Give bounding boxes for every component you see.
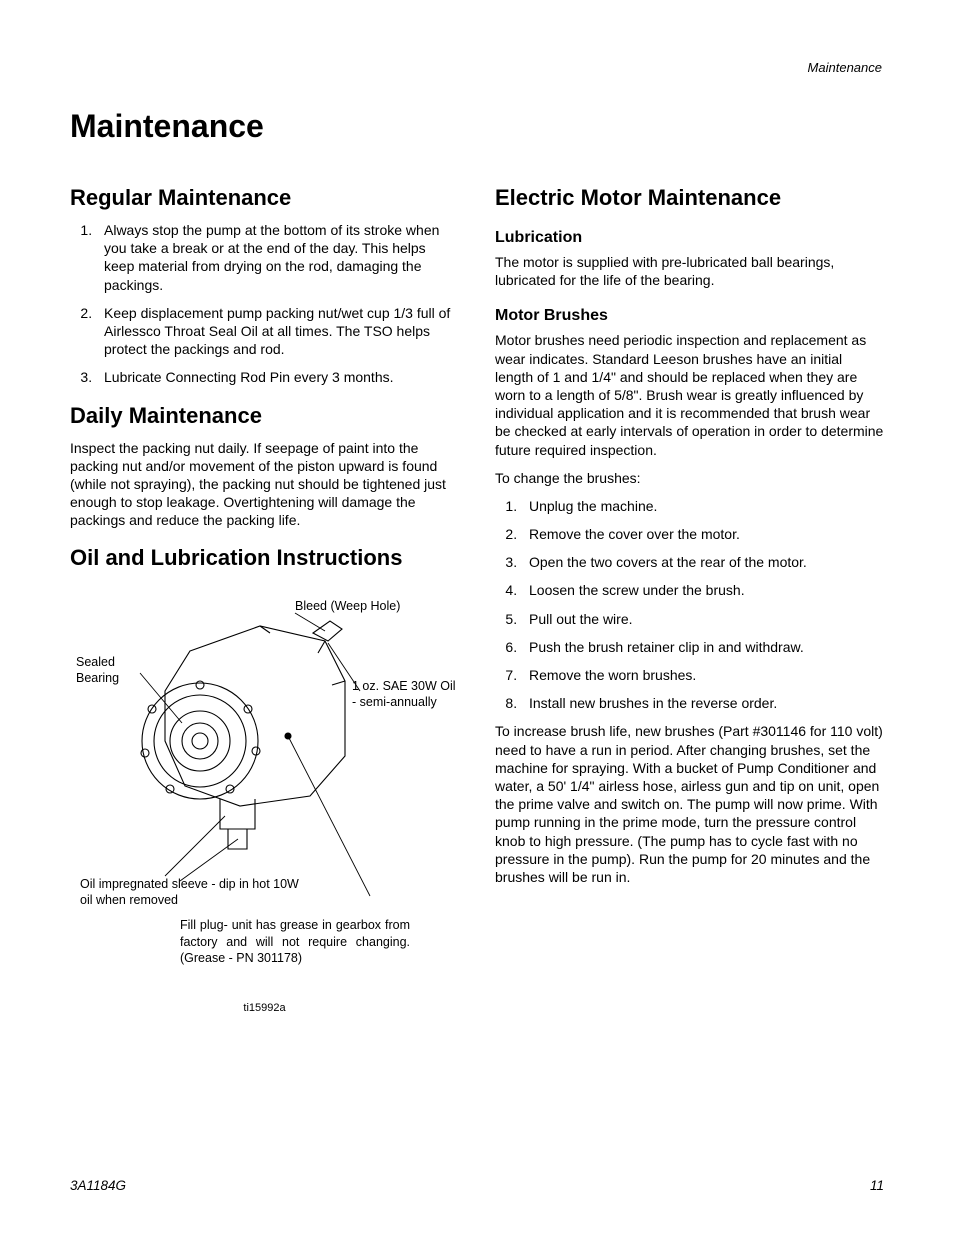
motor-brushes-heading: Motor Brushes <box>495 307 884 325</box>
list-item: Loosen the screw under the brush. <box>521 581 884 599</box>
diagram-figure-ref: ti15992a <box>70 1002 459 1014</box>
right-column: Electric Motor Maintenance Lubrication T… <box>495 169 884 1014</box>
list-item: Unplug the machine. <box>521 497 884 515</box>
diagram-label-sleeve: Oil impregnated sleeve - dip in hot 10W … <box>80 877 300 908</box>
list-item: Push the brush retainer clip in and with… <box>521 638 884 656</box>
list-item: Keep displacement pump packing nut/wet c… <box>96 304 459 359</box>
list-item: Remove the cover over the motor. <box>521 525 884 543</box>
regular-maintenance-list: Always stop the pump at the bottom of it… <box>70 221 459 387</box>
daily-maintenance-heading: Daily Maintenance <box>70 403 459 429</box>
change-brushes-intro: To change the brushes: <box>495 469 884 487</box>
list-item: Lubricate Connecting Rod Pin every 3 mon… <box>96 368 459 386</box>
footer-docnum: 3A1184G <box>70 1178 126 1193</box>
change-brushes-steps: Unplug the machine. Remove the cover ove… <box>495 497 884 713</box>
list-item: Install new brushes in the reverse order… <box>521 694 884 712</box>
lubrication-body: The motor is supplied with pre-lubricate… <box>495 253 884 289</box>
page: Maintenance Maintenance Regular Maintena… <box>0 0 954 1235</box>
diagram-label-sae-oil: 1 oz. SAE 30W Oil - semi-annually <box>352 679 460 710</box>
two-column-layout: Regular Maintenance Always stop the pump… <box>70 169 884 1014</box>
motor-brushes-body: Motor brushes need periodic inspection a… <box>495 331 884 458</box>
lubrication-heading: Lubrication <box>495 229 884 247</box>
oil-lubrication-heading: Oil and Lubrication Instructions <box>70 545 459 571</box>
list-item: Always stop the pump at the bottom of it… <box>96 221 459 294</box>
diagram-label-fillplug: Fill plug- unit has grease in gearbox fr… <box>180 917 410 966</box>
list-item: Pull out the wire. <box>521 610 884 628</box>
diagram-label-sealed-bearing: Sealed Bearing <box>76 655 146 686</box>
page-title: Maintenance <box>70 108 884 145</box>
footer-pagenum: 11 <box>870 1178 884 1193</box>
regular-maintenance-heading: Regular Maintenance <box>70 185 459 211</box>
brush-run-in-body: To increase brush life, new brushes (Par… <box>495 722 884 886</box>
page-footer: 3A1184G 11 <box>70 1178 884 1193</box>
electric-motor-heading: Electric Motor Maintenance <box>495 185 884 211</box>
gearbox-diagram: Bleed (Weep Hole) Sealed Bearing 1 oz. S… <box>70 581 459 1014</box>
header-section: Maintenance <box>808 60 882 75</box>
daily-maintenance-body: Inspect the packing nut daily. If seepag… <box>70 439 459 530</box>
list-item: Open the two covers at the rear of the m… <box>521 553 884 571</box>
gearbox-svg: Bleed (Weep Hole) Sealed Bearing 1 oz. S… <box>70 581 460 911</box>
left-column: Regular Maintenance Always stop the pump… <box>70 169 459 1014</box>
diagram-label-bleed: Bleed (Weep Hole) <box>295 599 455 615</box>
list-item: Remove the worn brushes. <box>521 666 884 684</box>
